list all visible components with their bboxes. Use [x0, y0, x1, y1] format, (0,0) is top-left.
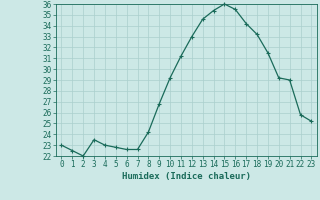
X-axis label: Humidex (Indice chaleur): Humidex (Indice chaleur) — [122, 172, 251, 181]
